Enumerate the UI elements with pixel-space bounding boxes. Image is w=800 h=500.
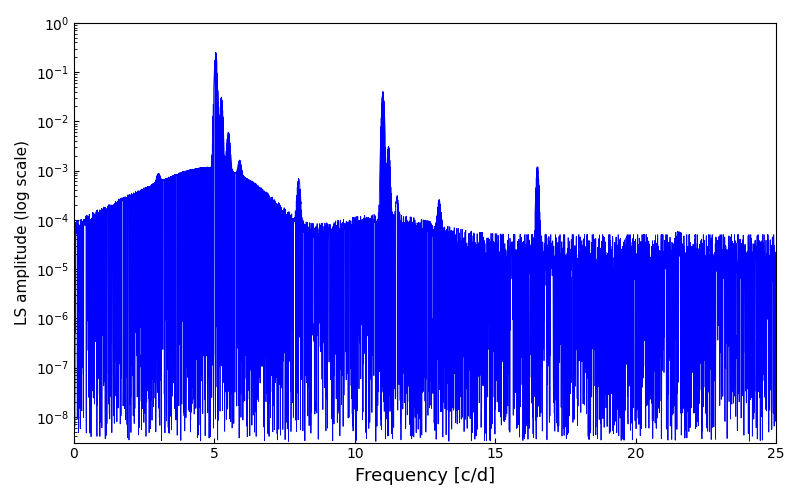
Y-axis label: LS amplitude (log scale): LS amplitude (log scale)	[15, 140, 30, 325]
X-axis label: Frequency [c/d]: Frequency [c/d]	[355, 467, 495, 485]
